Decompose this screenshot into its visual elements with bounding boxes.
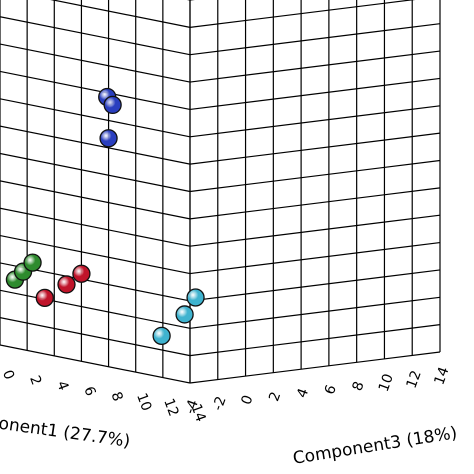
x-axis-title: Component1 (27.7%) <box>0 407 131 452</box>
grid-line <box>189 296 441 329</box>
grid-line <box>189 132 441 165</box>
grid-line <box>0 43 191 83</box>
grid-line <box>0 125 191 165</box>
y-tick-label: 14 <box>431 365 452 387</box>
grid-line <box>0 234 191 275</box>
y-axis-title: Component3 (18%) <box>291 423 458 469</box>
x-tick-label: 8 <box>108 390 126 404</box>
y-tick-label: 4 <box>294 386 312 400</box>
point <box>35 288 54 308</box>
y-tick-label: 10 <box>376 372 397 394</box>
point <box>175 305 194 324</box>
x-tick-label: 12 <box>160 396 181 418</box>
point <box>186 288 205 307</box>
grid-line <box>189 269 441 302</box>
grid <box>0 0 441 384</box>
y-tick-label: 0 <box>239 393 257 407</box>
point <box>57 275 76 294</box>
grid-line <box>0 180 191 220</box>
y-tick-label: 2 <box>266 390 284 404</box>
grid-line <box>189 187 441 220</box>
x-tick-label: 10 <box>133 391 154 413</box>
y-tick-label: 6 <box>322 383 340 397</box>
grid-line <box>189 351 441 384</box>
point <box>23 253 42 272</box>
points <box>5 87 205 346</box>
grid-line <box>189 214 441 247</box>
grid-line <box>189 50 441 83</box>
labels: 0 2 4 6 8 10 12 14-4 -2 0 2 4 6 8 10 12 14 <box>0 365 453 424</box>
grid-line <box>189 324 441 357</box>
x-tick-label: 0 <box>0 368 17 382</box>
point <box>103 95 122 115</box>
y-tick-label: 8 <box>350 379 368 393</box>
point <box>72 264 91 283</box>
grid-line <box>0 70 191 111</box>
grid-line <box>189 105 441 138</box>
grid-line <box>0 207 191 247</box>
y-tick-label: -4 <box>182 398 202 417</box>
point <box>152 326 171 346</box>
grid-line <box>0 152 191 193</box>
grid-line <box>189 241 441 275</box>
grid-line <box>0 98 191 138</box>
grid-line <box>0 317 191 357</box>
y-tick-label: 12 <box>404 368 425 390</box>
x-tick-label: 6 <box>80 384 98 398</box>
grid-line <box>189 159 441 193</box>
x-tick-label: 14 <box>187 402 208 424</box>
grid-line <box>0 289 191 329</box>
grid-line <box>189 0 416 28</box>
y-tick-label: -2 <box>210 394 230 413</box>
x-tick-label: 4 <box>53 379 71 393</box>
grid-line <box>0 344 191 384</box>
x-tick-label: 2 <box>26 374 44 388</box>
grid-line <box>0 16 191 56</box>
grid-line <box>50 0 191 28</box>
point <box>99 129 118 148</box>
grid-line <box>189 77 441 111</box>
grid-line <box>189 23 441 56</box>
